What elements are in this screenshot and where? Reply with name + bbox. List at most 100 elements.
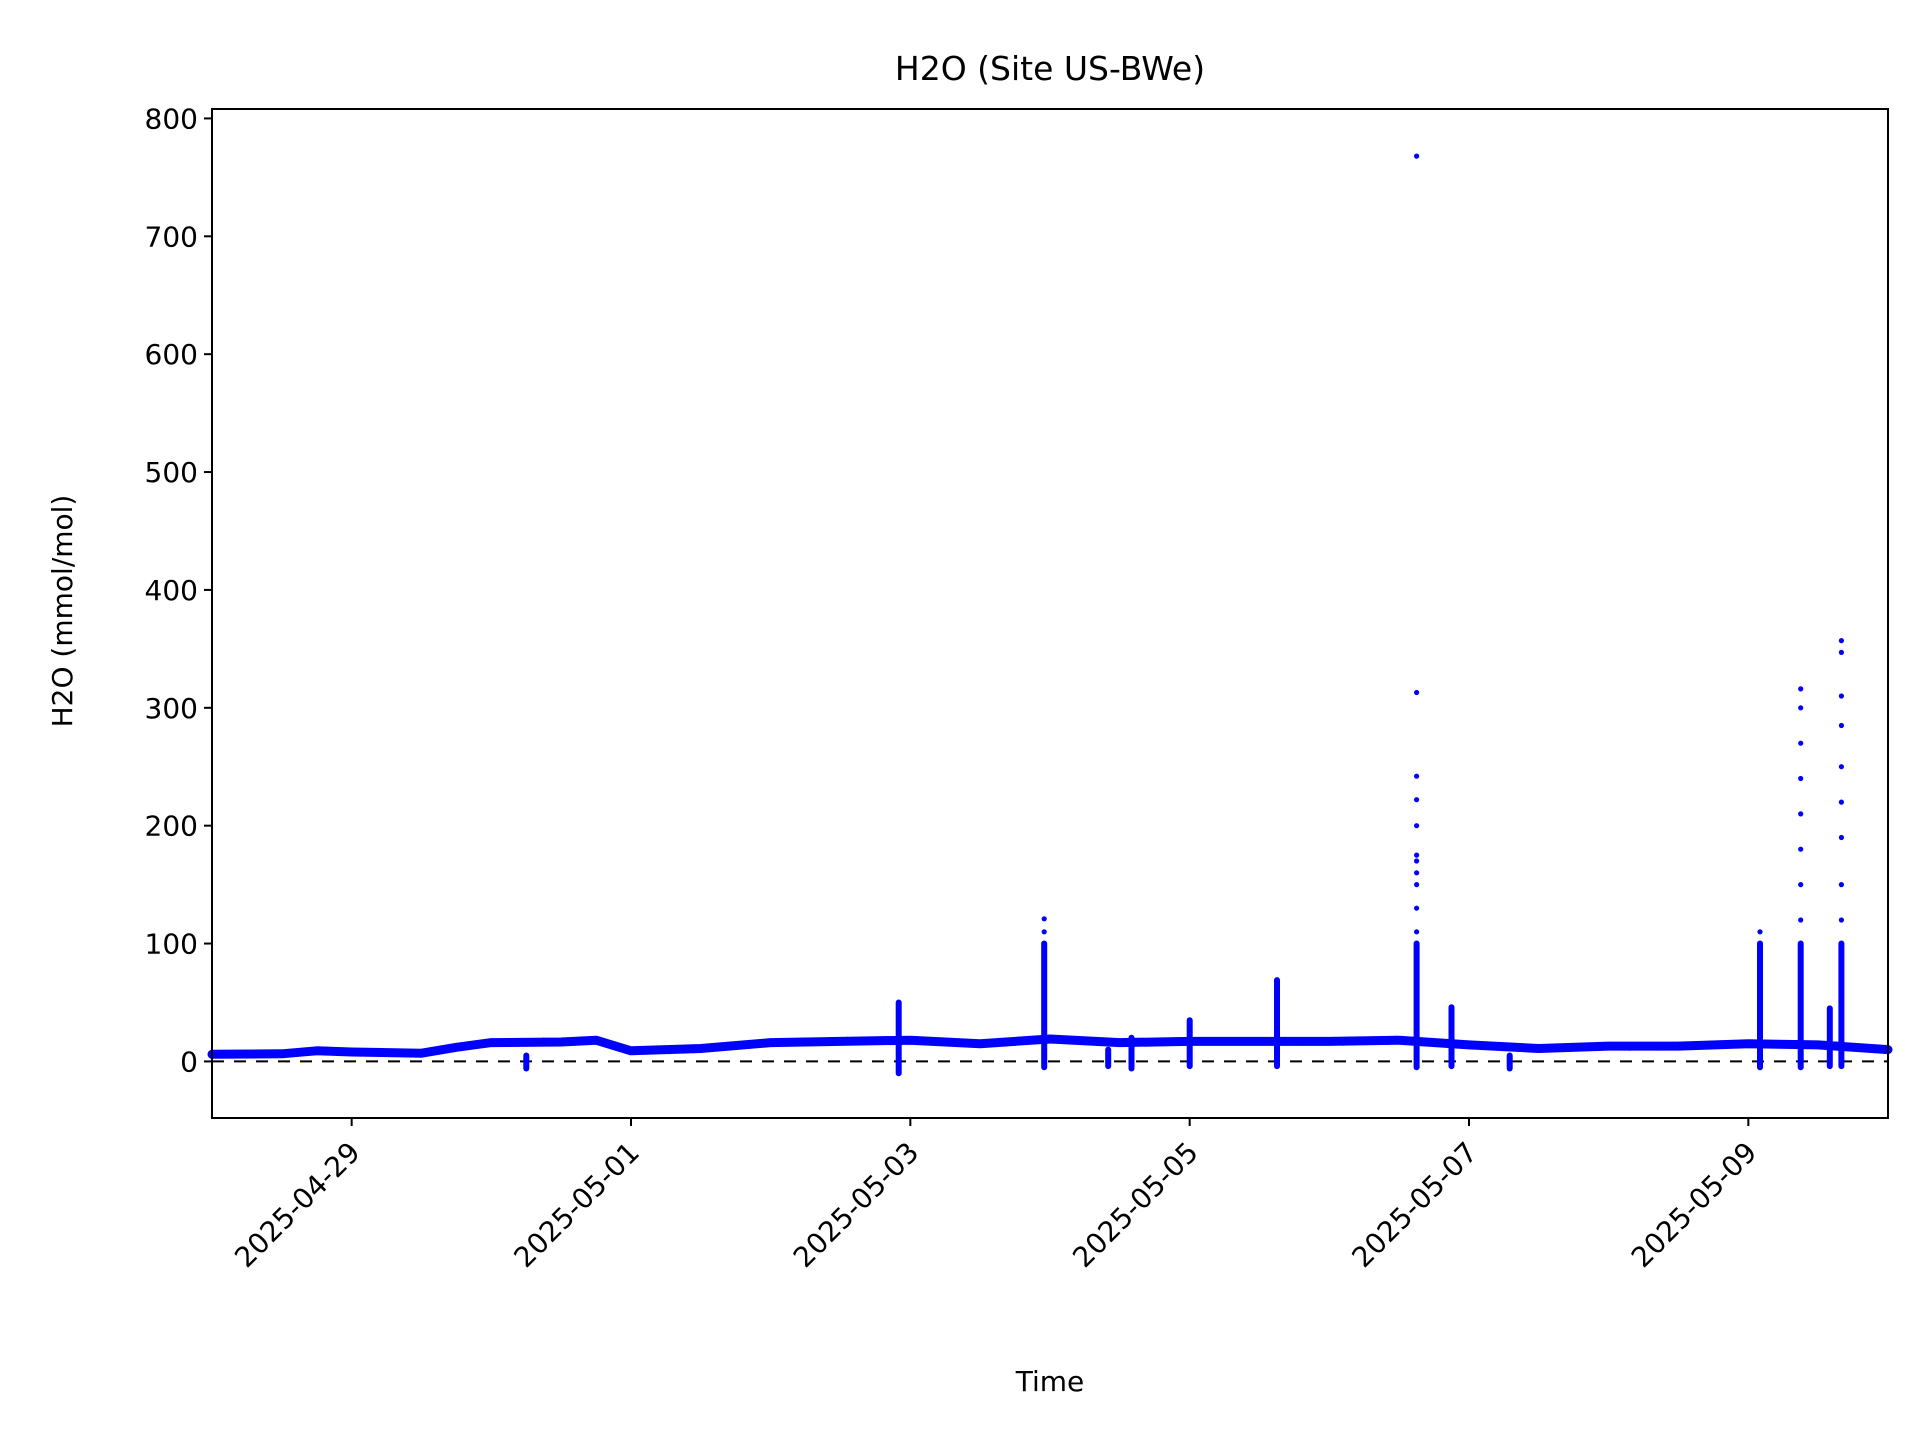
- series-0-spike-point: [1798, 882, 1804, 888]
- series-0-spike-point: [1105, 1063, 1111, 1069]
- series-0-point: [359, 1048, 365, 1053]
- series-0-point: [1582, 1044, 1587, 1050]
- series-0-point: [1288, 1038, 1294, 1044]
- series-0-spike-point: [1448, 1004, 1455, 1010]
- series-0-point: [950, 1041, 955, 1046]
- series-0-point: [1819, 1045, 1824, 1050]
- series-0-point: [855, 1039, 861, 1044]
- series-0-spike-point: [1128, 1047, 1135, 1053]
- series-0-point: [754, 1041, 759, 1047]
- series-0-point: [929, 1041, 934, 1046]
- series-0-point: [600, 1041, 606, 1047]
- series-0-point: [1386, 1040, 1391, 1045]
- series-0-point: [1250, 1039, 1255, 1044]
- series-0-point: [520, 1037, 525, 1043]
- series-0-spike-point: [1507, 1052, 1513, 1059]
- series-0-point: [1515, 1047, 1521, 1052]
- series-0-point: [1177, 1038, 1182, 1044]
- series-0-spike-point: [1414, 1023, 1420, 1029]
- series-0-spike-point: [1827, 1035, 1833, 1041]
- series-0-point: [1777, 1040, 1783, 1045]
- series-0-point: [1763, 1039, 1769, 1045]
- series-0-point: [255, 1053, 260, 1059]
- series-0-point: [1630, 1044, 1636, 1049]
- series-0-point: [1107, 1040, 1112, 1045]
- series-0-point: [1023, 1038, 1028, 1043]
- series-0-point: [632, 1050, 637, 1056]
- series-0-point: [447, 1047, 452, 1052]
- series-0-point: [230, 1054, 236, 1059]
- series-0-point: [925, 1038, 930, 1044]
- series-0-point: [328, 1049, 333, 1054]
- series-0-point: [1313, 1040, 1318, 1045]
- series-0-spike-point: [1274, 988, 1280, 994]
- series-0-point: [436, 1046, 442, 1051]
- series-0-point: [492, 1042, 497, 1048]
- series-0-spike-point: [1757, 988, 1763, 994]
- series-0-point: [272, 1051, 278, 1056]
- series-0-spike-point: [1041, 1064, 1047, 1070]
- series-0-point: [848, 1038, 854, 1044]
- series-0-point: [1693, 1043, 1699, 1049]
- series-0-point: [922, 1036, 927, 1041]
- series-0-spike-point: [523, 1058, 529, 1064]
- series-0-spike-point: [1414, 988, 1420, 994]
- series-0-point: [415, 1050, 421, 1055]
- series-0-point: [1568, 1045, 1573, 1050]
- series-0-point: [1456, 1043, 1461, 1048]
- series-0-point: [1732, 1042, 1737, 1048]
- series-0-point: [852, 1038, 857, 1043]
- series-0-point: [1599, 1045, 1604, 1050]
- series-0-point: [346, 1048, 351, 1053]
- series-0-point: [307, 1049, 312, 1055]
- series-0-point: [869, 1038, 875, 1044]
- series-0-spike-point: [1187, 1017, 1193, 1023]
- series-0-point: [778, 1038, 784, 1043]
- series-0-spike-point: [1838, 917, 1844, 923]
- series-0-point: [1285, 1037, 1290, 1043]
- series-0-point: [674, 1049, 679, 1054]
- series-0-spike-point: [1798, 846, 1804, 852]
- series-0-point: [1376, 1036, 1381, 1041]
- series-0-point: [412, 1050, 417, 1055]
- series-0-point: [988, 1042, 993, 1047]
- series-0-spike-point: [1414, 905, 1420, 911]
- series-0-point: [908, 1039, 913, 1044]
- series-0-point: [656, 1046, 662, 1051]
- series-0-point: [824, 1039, 829, 1044]
- series-0-point: [262, 1053, 267, 1058]
- series-0-spike-point: [1414, 882, 1420, 888]
- series-0-point: [524, 1042, 529, 1047]
- series-0-spike-point: [1414, 1064, 1420, 1070]
- series-0-spike-point: [896, 1035, 902, 1041]
- series-0-point: [1012, 1041, 1018, 1046]
- y-tick-label: 800: [145, 102, 198, 135]
- series-0-spike-point: [896, 1023, 902, 1029]
- y-tick-label: 200: [145, 810, 198, 843]
- y-tick-label: 500: [145, 456, 198, 489]
- series-0-spike-point: [1838, 722, 1844, 729]
- series-0-point: [1571, 1045, 1577, 1050]
- series-0-point: [363, 1051, 368, 1056]
- series-0-spike-point: [1041, 1058, 1047, 1064]
- series-0-point: [1079, 1038, 1084, 1043]
- series-0-point: [936, 1040, 941, 1046]
- series-0-point: [1690, 1044, 1695, 1049]
- series-0-spike-point: [1838, 649, 1844, 656]
- series-0-point: [1686, 1044, 1692, 1050]
- series-0-point: [1292, 1039, 1297, 1044]
- series-0-spike-point: [1798, 705, 1804, 711]
- series-0-point: [789, 1038, 794, 1043]
- series-0-point: [705, 1046, 710, 1051]
- series-0-point: [1253, 1041, 1259, 1046]
- series-0-point: [258, 1051, 264, 1057]
- series-0-point: [1644, 1043, 1650, 1049]
- series-0-point: [335, 1049, 340, 1054]
- series-0-point: [1616, 1045, 1622, 1051]
- series-0-spike-point: [1827, 1047, 1833, 1053]
- series-0-point: [744, 1043, 749, 1048]
- series-0-point: [384, 1049, 389, 1054]
- series-0-point: [1435, 1038, 1440, 1043]
- series-0-point: [1236, 1038, 1241, 1043]
